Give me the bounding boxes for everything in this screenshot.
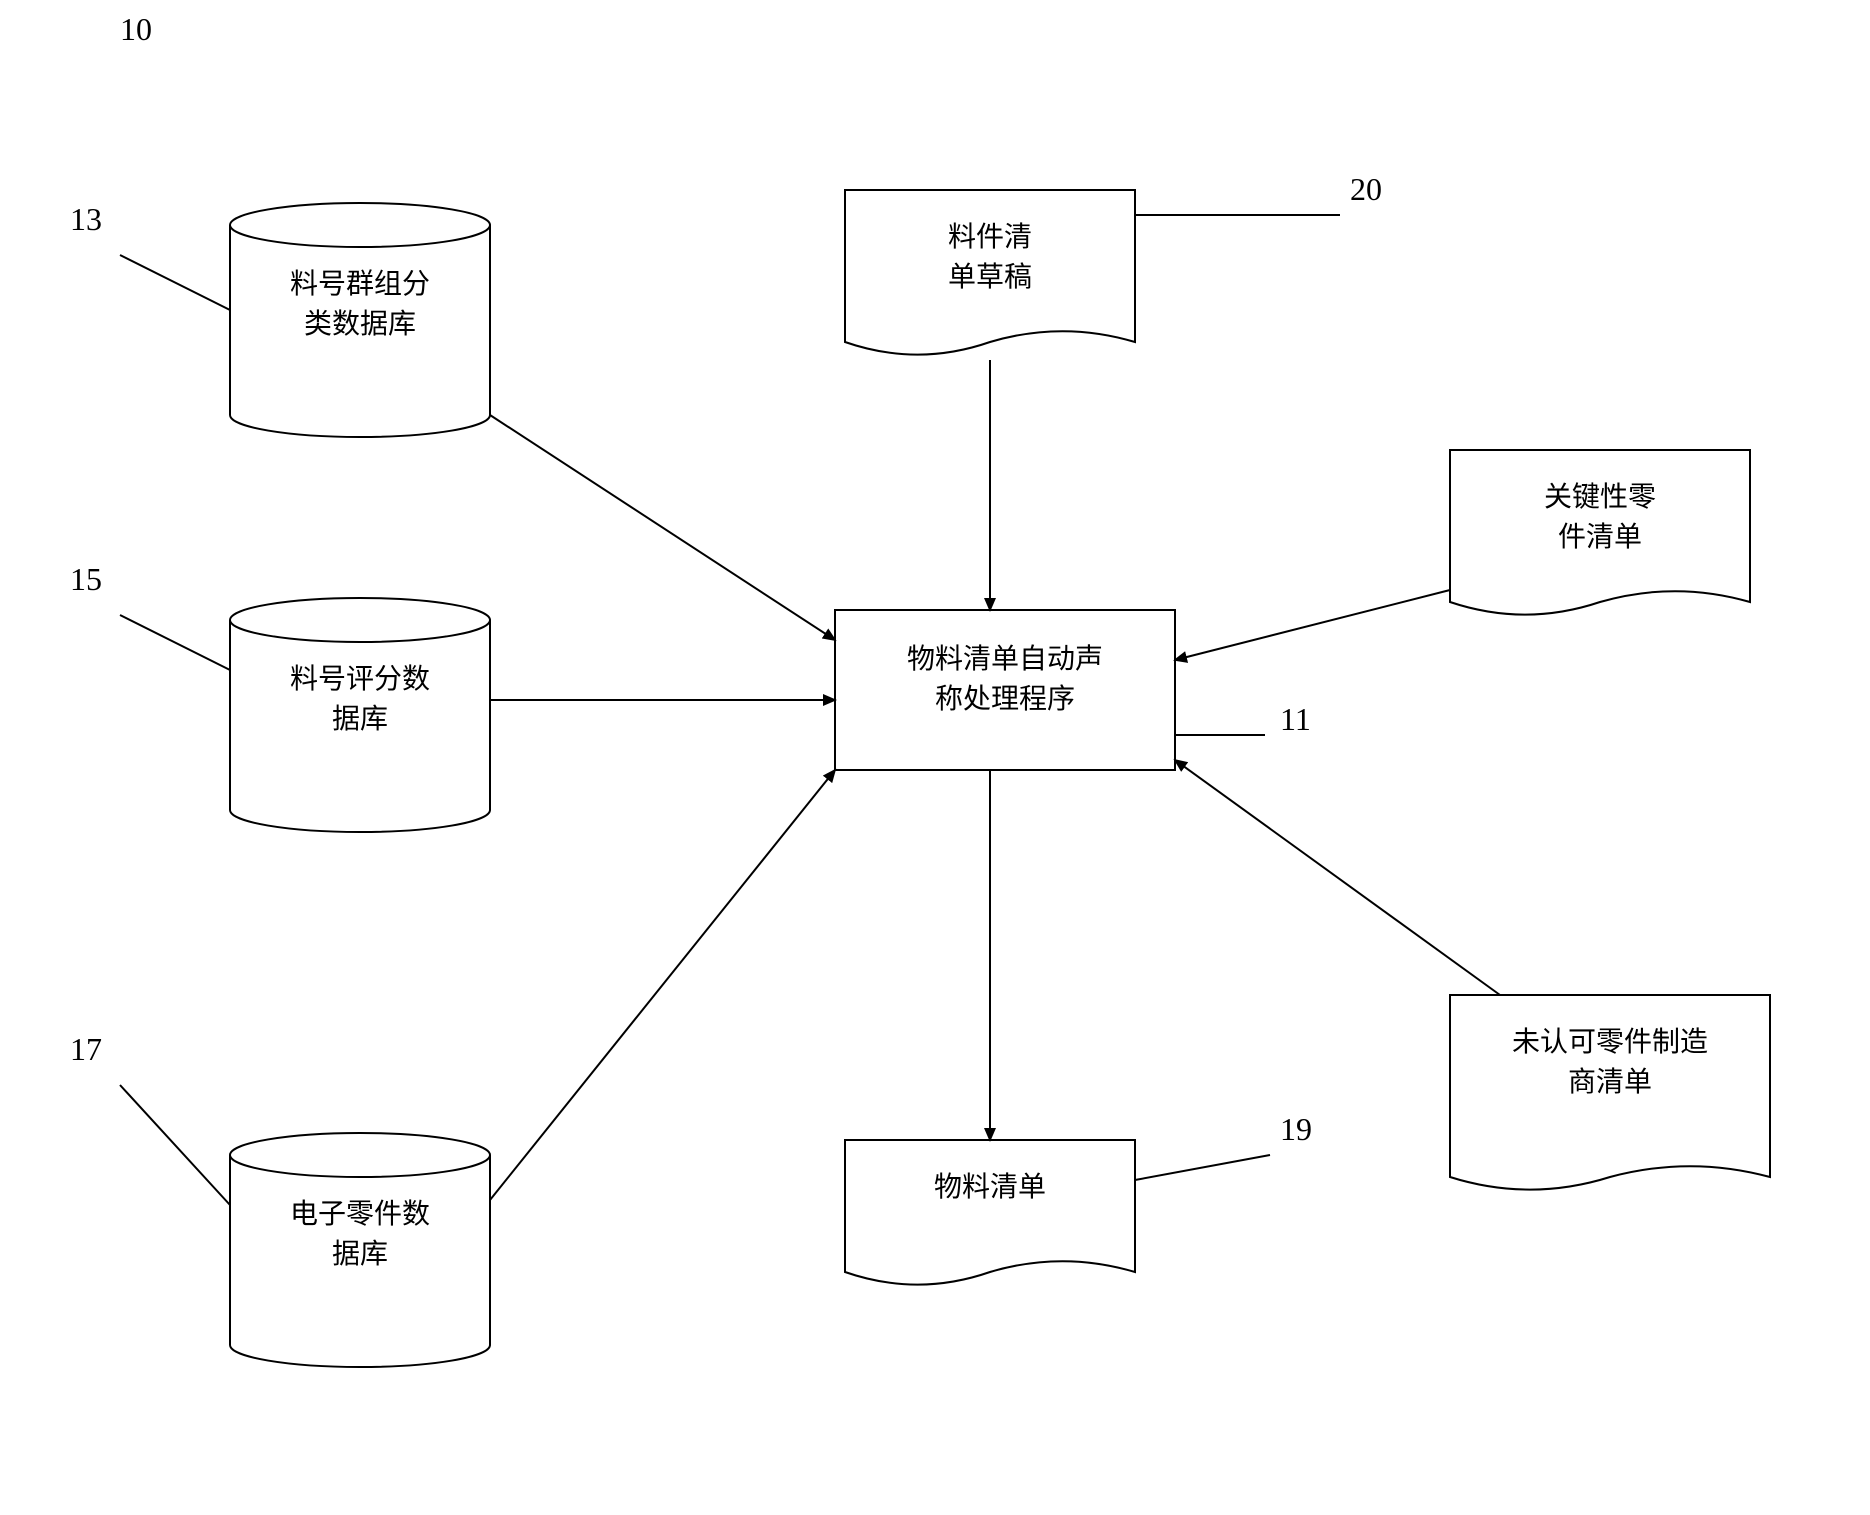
database-db3: 电子零件数据库 [230, 1133, 490, 1367]
leader-ld13 [120, 255, 230, 310]
label-l15: 15 [70, 561, 102, 597]
arrow-a_unapp [1175, 760, 1500, 995]
node-text: 料号群组分 [290, 268, 430, 300]
node-text: 称处理程序 [935, 683, 1075, 715]
label-l19: 19 [1280, 1111, 1312, 1147]
leader-ld19 [1135, 1155, 1270, 1180]
node-text: 物料清单自动声 [907, 643, 1103, 675]
flowchart-diagram: 料号群组分类数据库料号评分数据库电子零件数据库料件清单草稿关键性零件清单未认可零… [0, 0, 1870, 1515]
arrow-a_db1 [490, 415, 835, 640]
label-l13: 13 [70, 201, 102, 237]
arrow-a_key [1175, 590, 1450, 660]
label-l20: 20 [1350, 171, 1382, 207]
label-l10: 10 [120, 11, 152, 47]
node-text: 物料清单 [934, 1171, 1046, 1203]
node-text: 未认可零件制造 [1512, 1026, 1708, 1058]
node-text: 关键性零 [1544, 481, 1656, 513]
document-doc_bom: 物料清单 [845, 1140, 1135, 1285]
document-doc_unapproved: 未认可零件制造商清单 [1450, 995, 1770, 1190]
node-text: 单草稿 [948, 261, 1032, 293]
process-process: 物料清单自动声称处理程序 [835, 610, 1175, 770]
node-text: 件清单 [1558, 521, 1642, 553]
document-doc_draft: 料件清单草稿 [845, 190, 1135, 355]
arrow-a_db3 [490, 770, 835, 1200]
database-db2: 料号评分数据库 [230, 598, 490, 832]
node-text: 据库 [332, 1238, 388, 1270]
node-text: 据库 [332, 703, 388, 735]
node-text: 料号评分数 [290, 663, 430, 695]
label-l11: 11 [1280, 701, 1311, 737]
leader-ld17 [120, 1085, 230, 1205]
node-text: 料件清 [948, 221, 1032, 253]
leader-ld15 [120, 615, 230, 670]
node-text: 商清单 [1568, 1066, 1652, 1098]
database-db1: 料号群组分类数据库 [230, 203, 490, 437]
label-l17: 17 [70, 1031, 102, 1067]
document-doc_key: 关键性零件清单 [1450, 450, 1750, 615]
node-text: 类数据库 [304, 308, 416, 340]
node-text: 电子零件数 [290, 1198, 430, 1230]
